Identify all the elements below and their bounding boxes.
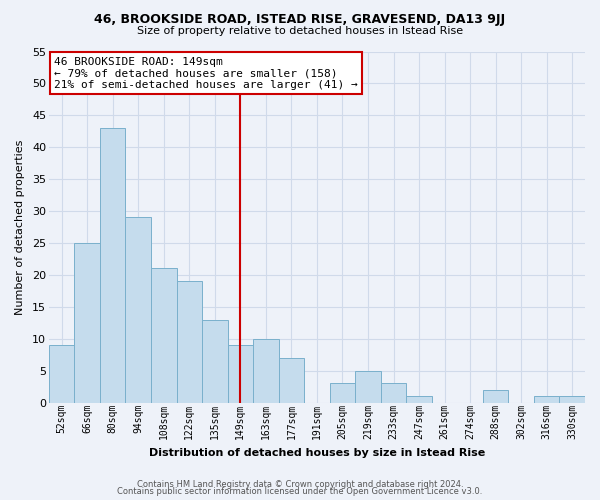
Bar <box>534 396 559 402</box>
Text: 46 BROOKSIDE ROAD: 149sqm
← 79% of detached houses are smaller (158)
21% of semi: 46 BROOKSIDE ROAD: 149sqm ← 79% of detac… <box>54 57 358 90</box>
Text: Contains HM Land Registry data © Crown copyright and database right 2024.: Contains HM Land Registry data © Crown c… <box>137 480 463 489</box>
Text: Contains public sector information licensed under the Open Government Licence v3: Contains public sector information licen… <box>118 487 482 496</box>
Bar <box>329 384 355 402</box>
Bar <box>355 370 381 402</box>
Bar <box>381 384 406 402</box>
Bar <box>483 390 508 402</box>
Y-axis label: Number of detached properties: Number of detached properties <box>15 140 25 314</box>
Bar <box>278 358 304 403</box>
Text: Size of property relative to detached houses in Istead Rise: Size of property relative to detached ho… <box>137 26 463 36</box>
Bar <box>176 282 202 403</box>
Bar <box>559 396 585 402</box>
Bar <box>100 128 125 402</box>
Bar <box>49 345 74 403</box>
Bar <box>406 396 432 402</box>
Bar <box>202 320 227 402</box>
Bar <box>253 338 278 402</box>
Bar <box>151 268 176 402</box>
Bar <box>74 243 100 402</box>
Bar <box>227 345 253 403</box>
Bar <box>125 218 151 402</box>
X-axis label: Distribution of detached houses by size in Istead Rise: Distribution of detached houses by size … <box>149 448 485 458</box>
Text: 46, BROOKSIDE ROAD, ISTEAD RISE, GRAVESEND, DA13 9JJ: 46, BROOKSIDE ROAD, ISTEAD RISE, GRAVESE… <box>94 12 506 26</box>
